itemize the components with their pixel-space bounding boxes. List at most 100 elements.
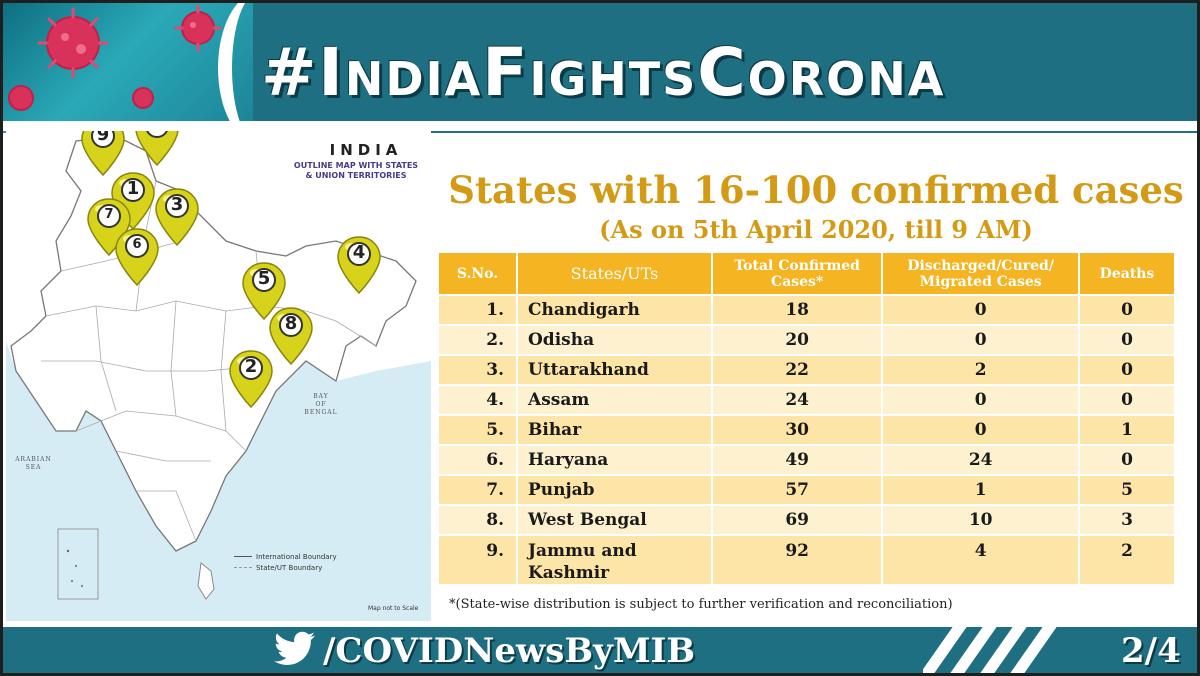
cell-deaths: 2: [1079, 534, 1176, 584]
pin-ring: [252, 268, 276, 292]
map-pin: 6: [114, 227, 160, 287]
cell-confirmed: 30: [712, 414, 884, 445]
cell-discharged: 24: [882, 444, 1080, 475]
map-subtitle-line1: OUTLINE MAP WITH STATES: [293, 161, 419, 170]
twitter-icon-svg: [274, 631, 315, 665]
cell-sno: 5.: [439, 414, 518, 445]
legend-international-label: International Boundary: [256, 552, 337, 561]
pin-ring: [125, 234, 149, 258]
bay-label-1: BAY: [313, 393, 329, 400]
cell-state-line2: Kashmir: [528, 563, 610, 583]
pin-number: 6: [132, 237, 142, 252]
pin-ring: [347, 242, 371, 266]
cell-sno: 7.: [439, 474, 518, 505]
map-pin: 3: [154, 187, 200, 247]
map-pin: 9: [80, 131, 126, 177]
page-number: 2/4: [1121, 631, 1181, 671]
pin-ring: [279, 313, 303, 337]
map-pin: 1: [134, 131, 180, 167]
pin-ring: [239, 356, 263, 380]
cell-sno: 2.: [439, 324, 518, 355]
map-pin: 2: [228, 349, 274, 409]
state-boundary-line-icon: [234, 567, 252, 568]
table-row: 4. Assam 24 0 0: [439, 384, 1176, 415]
footnote: *(State-wise distribution is subject to …: [449, 597, 953, 612]
cell-deaths: 0: [1079, 354, 1176, 385]
cell-state: Haryana: [517, 444, 713, 475]
cell-confirmed: 20: [712, 324, 884, 355]
cell-deaths: 0: [1079, 384, 1176, 415]
header-confirmed: Total Confirmed Cases*: [712, 253, 884, 295]
cell-confirmed: 18: [712, 294, 884, 325]
map-subtitle: OUTLINE MAP WITH STATES & UNION TERRITOR…: [281, 161, 431, 181]
sea-label-1: ARABIAN: [15, 456, 52, 463]
cell-deaths: 0: [1079, 324, 1176, 355]
cell-state: Punjab: [517, 474, 713, 505]
map-pin: 4: [336, 235, 382, 295]
header-confirmed-line2: Cases*: [771, 273, 824, 290]
cell-confirmed: 57: [712, 474, 884, 505]
bay-label-3: BENGAL: [304, 409, 338, 416]
cell-sno: 9.: [439, 534, 518, 584]
cell-discharged: 4: [882, 534, 1080, 584]
bay-label-2: OF: [315, 401, 327, 408]
virus-graphic: [8, 4, 222, 111]
cell-state: Assam: [517, 384, 713, 415]
pin-ring: [97, 204, 121, 228]
table-row: 8. West Bengal 69 10 3: [439, 504, 1176, 535]
cell-deaths: 1: [1079, 414, 1176, 445]
pin-number: 5: [257, 268, 271, 289]
cell-state: Uttarakhand: [517, 354, 713, 385]
header-deaths: Deaths: [1079, 253, 1176, 295]
header-discharged: Discharged/Cured/ Migrated Cases: [882, 253, 1080, 295]
table-row: 3. Uttarakhand 22 2 0: [439, 354, 1176, 385]
india-map: INDIA OUTLINE MAP WITH STATES & UNION TE…: [6, 131, 431, 621]
twitter-handle[interactable]: /COVIDNewsByMIB: [323, 631, 696, 671]
cell-discharged: 0: [882, 414, 1080, 445]
cell-confirmed: 92: [712, 534, 884, 584]
cell-state-line1: Jammu and: [528, 541, 637, 561]
cell-discharged: 10: [882, 504, 1080, 535]
map-subtitle-line2: & UNION TERRITORIES: [305, 171, 407, 180]
cell-confirmed: 49: [712, 444, 884, 475]
map-legend: International Boundary State/UT Boundary: [234, 551, 346, 573]
cell-deaths: 0: [1079, 444, 1176, 475]
header-divider: [3, 121, 1197, 131]
table-row: 6. Haryana 49 24 0: [439, 444, 1176, 475]
cell-sno: 6.: [439, 444, 518, 475]
header-discharged-line1: Discharged/Cured/: [907, 257, 1054, 274]
cell-sno: 1.: [439, 294, 518, 325]
pin-ring: [121, 178, 145, 202]
cell-state: Bihar: [517, 414, 713, 445]
cell-discharged: 1: [882, 474, 1080, 505]
pin-number: 4: [352, 242, 366, 263]
table-row: 7. Punjab 57 1 5: [439, 474, 1176, 505]
map-pin-icon: [135, 131, 179, 167]
cell-deaths: 0: [1079, 294, 1176, 325]
header-confirmed-line1: Total Confirmed: [734, 257, 860, 274]
cell-discharged: 0: [882, 384, 1080, 415]
twitter-bird-icon[interactable]: [273, 631, 317, 671]
map-pin: 8: [268, 306, 314, 366]
pin-ring: [91, 131, 115, 148]
cell-state: West Bengal: [517, 504, 713, 535]
cell-sno: 8.: [439, 504, 518, 535]
arabian-sea-label: ARABIAN SEA: [11, 456, 56, 472]
map-title: INDIA: [329, 141, 403, 159]
international-boundary-line-icon: [234, 556, 252, 557]
pin-number: 9: [96, 131, 110, 145]
pin-number: 8: [284, 313, 298, 334]
pin-ring: [165, 194, 189, 218]
cell-sno: 3.: [439, 354, 518, 385]
map-scale-note: Map not to Scale: [368, 605, 419, 612]
map-pin: 5: [241, 261, 287, 321]
hashtag-title: #IndiaFightsCorona: [261, 34, 946, 111]
cell-confirmed: 69: [712, 504, 884, 535]
table-row: 1. Chandigarh 18 0 0: [439, 294, 1176, 325]
sub-title: (As on 5th April 2020, till 9 AM): [599, 215, 1033, 244]
header-state: States/UTs: [517, 253, 713, 295]
cell-confirmed: 22: [712, 354, 884, 385]
cell-discharged: 0: [882, 294, 1080, 325]
pin-number: 1: [126, 178, 140, 199]
